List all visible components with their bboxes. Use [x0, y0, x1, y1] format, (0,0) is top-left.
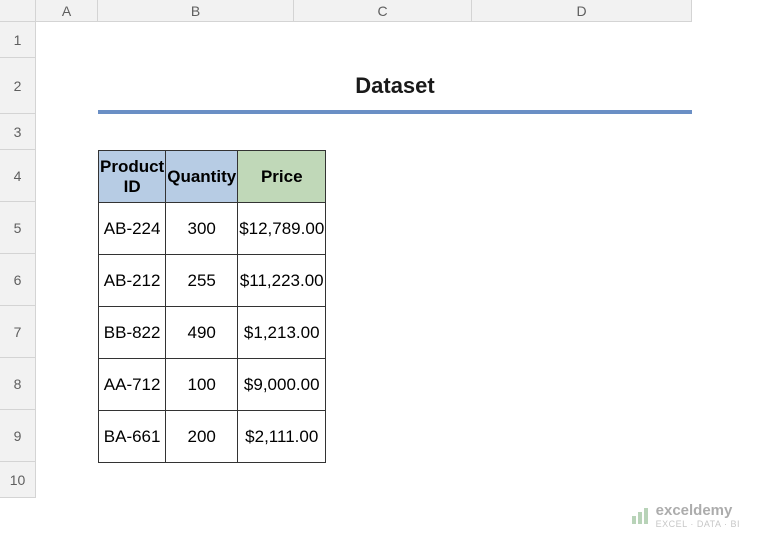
- row-header-2[interactable]: 2: [0, 58, 36, 114]
- row-header-8[interactable]: 8: [0, 358, 36, 410]
- table-row: BA-661200$2,111.00: [99, 411, 326, 463]
- watermark: exceldemy EXCEL · DATA · BI: [630, 502, 740, 529]
- row-header-7[interactable]: 7: [0, 306, 36, 358]
- cell-quantity[interactable]: 300: [166, 203, 238, 255]
- row-header-1[interactable]: 1: [0, 22, 36, 58]
- cell-quantity[interactable]: 100: [166, 359, 238, 411]
- cell-product_id[interactable]: AB-224: [99, 203, 166, 255]
- col-header-product_id[interactable]: Product ID: [99, 151, 166, 203]
- col-header-price[interactable]: Price: [238, 151, 326, 203]
- cell-price[interactable]: $11,223.00: [238, 255, 326, 307]
- col-header-B[interactable]: B: [98, 0, 294, 22]
- cell-quantity[interactable]: 490: [166, 307, 238, 359]
- cell-price[interactable]: $1,213.00: [238, 307, 326, 359]
- row-header-10[interactable]: 10: [0, 462, 36, 498]
- table-row: AA-712100$9,000.00: [99, 359, 326, 411]
- col-header-C[interactable]: C: [294, 0, 472, 22]
- data-table: Product IDQuantityPrice AB-224300$12,789…: [98, 150, 326, 463]
- col-header-D[interactable]: D: [472, 0, 692, 22]
- watermark-tagline: EXCEL · DATA · BI: [656, 519, 740, 529]
- cell-product_id[interactable]: BB-822: [99, 307, 166, 359]
- cell-price[interactable]: $12,789.00: [238, 203, 326, 255]
- row-header-9[interactable]: 9: [0, 410, 36, 462]
- cell-price[interactable]: $2,111.00: [238, 411, 326, 463]
- cell-product_id[interactable]: AB-212: [99, 255, 166, 307]
- table-row: AB-212255$11,223.00: [99, 255, 326, 307]
- row-header-3[interactable]: 3: [0, 114, 36, 150]
- col-header-quantity[interactable]: Quantity: [166, 151, 238, 203]
- title-text: Dataset: [355, 73, 434, 99]
- table-row: AB-224300$12,789.00: [99, 203, 326, 255]
- dataset-title: Dataset: [98, 58, 692, 114]
- cell-quantity[interactable]: 200: [166, 411, 238, 463]
- title-underline: [98, 110, 692, 114]
- col-header-A[interactable]: A: [36, 0, 98, 22]
- cell-quantity[interactable]: 255: [166, 255, 238, 307]
- cell-product_id[interactable]: BA-661: [99, 411, 166, 463]
- row-header-6[interactable]: 6: [0, 254, 36, 306]
- row-headers: 12345678910: [0, 22, 36, 498]
- cell-price[interactable]: $9,000.00: [238, 359, 326, 411]
- column-headers: ABCD: [0, 0, 692, 22]
- select-all-corner[interactable]: [0, 0, 36, 22]
- bar-chart-icon: [630, 506, 650, 526]
- table-row: BB-822490$1,213.00: [99, 307, 326, 359]
- row-header-5[interactable]: 5: [0, 202, 36, 254]
- cell-product_id[interactable]: AA-712: [99, 359, 166, 411]
- watermark-text: exceldemy EXCEL · DATA · BI: [656, 502, 740, 529]
- watermark-brand: exceldemy: [656, 502, 740, 519]
- spreadsheet-view: ABCD 12345678910 Dataset Product IDQuant…: [0, 0, 768, 547]
- row-header-4[interactable]: 4: [0, 150, 36, 202]
- table-header-row: Product IDQuantityPrice: [99, 151, 326, 203]
